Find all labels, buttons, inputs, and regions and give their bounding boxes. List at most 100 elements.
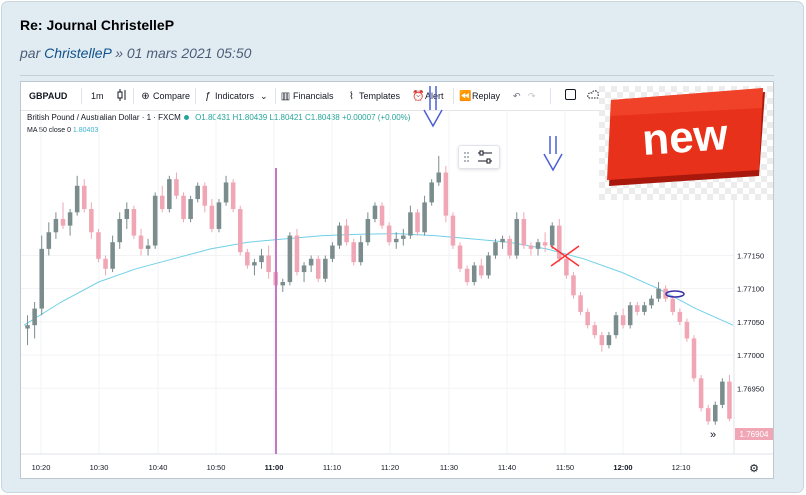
candle-up <box>145 238 151 256</box>
candle-down <box>507 235 512 259</box>
candle-up <box>642 301 647 316</box>
candle-up <box>74 175 80 216</box>
indicators-label: Indicators <box>215 91 255 101</box>
candle-up <box>67 209 73 236</box>
candle-up <box>436 155 442 186</box>
symbol-search[interactable]: GBPAUD <box>29 91 68 101</box>
candle-up <box>549 222 555 249</box>
ellipse-annotation[interactable] <box>665 290 685 298</box>
candle-down <box>60 202 66 229</box>
scroll-right-icon[interactable]: » <box>710 429 716 441</box>
candle-up <box>500 235 505 249</box>
redo-icon[interactable]: ↷ <box>528 91 536 101</box>
templates-button[interactable]: ⌇ Templates <box>346 89 400 103</box>
candle-up <box>713 401 718 425</box>
candle-up <box>252 258 257 276</box>
candle-down <box>620 308 626 329</box>
market-status-dot <box>183 115 189 120</box>
candle-down <box>386 222 392 246</box>
candle-down <box>443 165 449 223</box>
post-date: » 01 mars 2021 05:50 <box>115 45 252 61</box>
down-arrow-annotation[interactable] <box>423 86 443 128</box>
fx-icon: ƒ <box>204 91 211 102</box>
candle-up <box>167 175 172 213</box>
rewind-icon: ⏪ <box>459 91 472 102</box>
candle-down <box>578 292 583 316</box>
candle-down <box>315 255 321 283</box>
candle-up <box>53 212 59 239</box>
candle-down <box>670 295 676 316</box>
close-value: C1.80438 <box>305 113 340 122</box>
candle-up <box>408 205 413 239</box>
alert-label: Alert <box>425 91 444 101</box>
candle-down <box>450 212 456 249</box>
candle-up <box>337 222 342 249</box>
candle-up <box>25 315 30 346</box>
low-value: L1.80421 <box>269 113 303 122</box>
candle-down <box>138 228 144 256</box>
y-tick-label: 1.77050 <box>737 318 764 327</box>
candle-up <box>124 202 130 229</box>
candles-icon[interactable] <box>117 89 127 103</box>
candle-up <box>372 202 378 223</box>
candle-up <box>358 235 364 266</box>
replay-label: Replay <box>472 91 501 101</box>
x-tick-label: 11:40 <box>498 463 516 472</box>
settings-sliders-icon[interactable] <box>478 150 492 164</box>
candle-down <box>464 265 470 286</box>
fullscreen-icon[interactable] <box>565 89 576 103</box>
candle-up <box>280 278 286 292</box>
open-value: O1.80431 <box>195 113 231 122</box>
undo-icon[interactable]: ↶ <box>513 91 521 101</box>
candle-up <box>535 238 541 256</box>
candle-up <box>720 378 725 409</box>
candle-up <box>46 222 52 256</box>
new-badge-text: new <box>641 110 731 165</box>
x-tick-label: 11:20 <box>381 463 399 472</box>
candle-down <box>585 308 590 329</box>
templates-icon: ⌇ <box>349 91 354 102</box>
candle-down <box>521 212 527 249</box>
candle-down <box>599 331 605 352</box>
candle-up <box>259 248 264 269</box>
candle-up <box>429 179 434 206</box>
financials-button[interactable]: ▥ Financials <box>280 89 334 103</box>
candle-up <box>152 192 158 249</box>
candle-down <box>237 205 243 256</box>
change-value: +0.00007 (+0.00%) <box>341 113 411 122</box>
cross-annotation[interactable] <box>550 245 580 267</box>
cloud-icon[interactable] <box>587 89 601 103</box>
drag-handle-icon[interactable] <box>464 152 469 162</box>
candle-down <box>174 172 179 200</box>
candle-down <box>564 255 569 279</box>
by-label: par <box>20 45 41 61</box>
alert-button[interactable]: ⏰Alert <box>412 89 444 103</box>
x-tick-label: 11:10 <box>323 463 341 472</box>
candle-up <box>110 235 115 273</box>
instrument-name: British Pound / Australian Dollar · 1 · … <box>27 113 181 122</box>
candle-up <box>39 235 44 316</box>
candle-up <box>393 232 399 249</box>
settings-gear-icon[interactable]: ⚙ <box>749 463 759 475</box>
candle-down <box>379 202 385 229</box>
compare-button[interactable]: ⊕ Compare <box>140 89 190 103</box>
floating-drawing-toolbar[interactable] <box>458 145 500 169</box>
candle-up <box>613 311 619 339</box>
candle-down <box>294 228 300 276</box>
interval-button[interactable]: 1m <box>91 91 104 101</box>
x-tick-label: 10:20 <box>32 463 51 472</box>
replay-button[interactable]: ⏪Replay <box>459 89 500 103</box>
author-link[interactable]: ChristelleP <box>44 45 112 61</box>
candle-up <box>486 252 491 279</box>
candle-up <box>216 199 222 233</box>
toolbar-separator <box>195 88 196 104</box>
candle-up <box>365 212 371 246</box>
down-arrow-annotation[interactable] <box>543 136 563 172</box>
candle-down <box>103 255 108 276</box>
candle-down <box>528 242 534 256</box>
indicators-button[interactable]: ƒ Indicators ⌄ <box>202 89 268 103</box>
candle-up <box>471 262 477 286</box>
post-title[interactable]: Re: Journal ChristelleP <box>20 17 175 33</box>
candle-up <box>514 212 520 259</box>
candle-down <box>691 335 697 382</box>
